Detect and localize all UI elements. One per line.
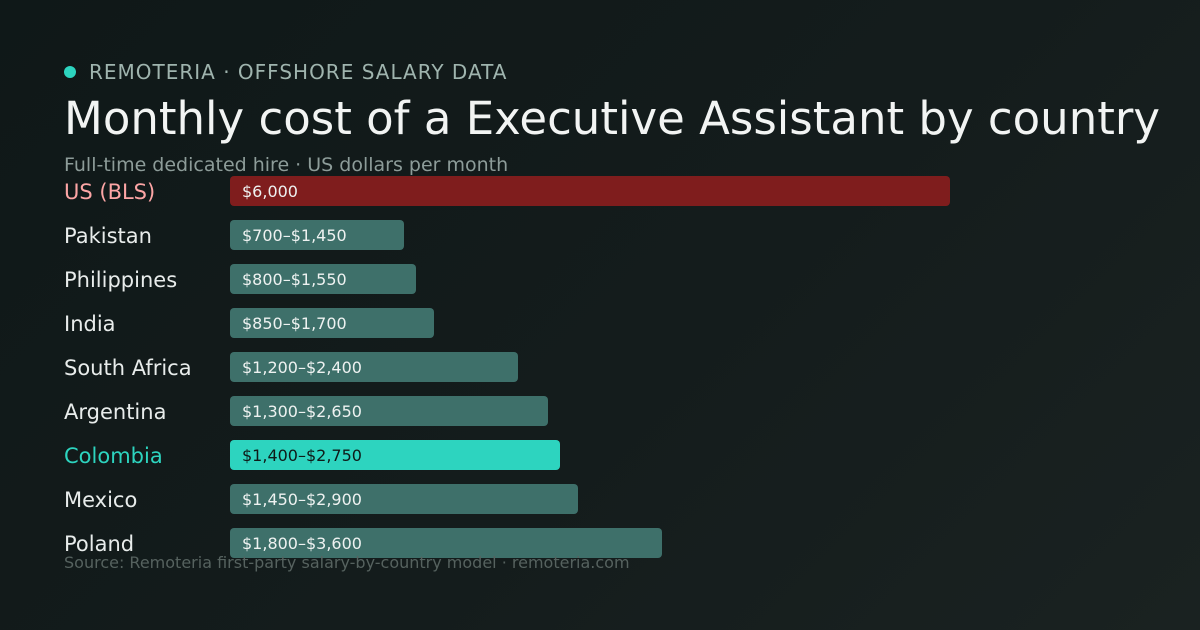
value-label: $1,800–$3,600 [242,534,362,553]
category-label: Mexico [64,488,137,512]
bar [230,440,560,470]
value-label: $1,400–$2,750 [242,446,362,465]
brand-header: REMOTERIA · OFFSHORE SALARY DATA [64,60,507,84]
value-label: $1,200–$2,400 [242,358,362,377]
bar [230,396,548,426]
value-label: $850–$1,700 [242,314,347,333]
chart-subtitle: Full-time dedicated hire · US dollars pe… [64,154,509,176]
value-label: $800–$1,550 [242,270,347,289]
brand-dot-icon [64,66,76,78]
bar [230,352,518,382]
category-label: Philippines [64,268,177,292]
category-label: Colombia [64,444,163,468]
value-label: $1,300–$2,650 [242,402,362,421]
value-label: $700–$1,450 [242,226,347,245]
brand-label: REMOTERIA · OFFSHORE SALARY DATA [89,60,508,84]
bar [230,264,416,294]
category-label: Argentina [64,400,166,424]
category-label: Pakistan [64,224,152,248]
source-note: Source: Remoteria first-party salary-by-… [64,553,630,572]
value-label: $1,450–$2,900 [242,490,362,509]
category-label: South Africa [64,356,192,380]
bar [230,176,950,206]
category-label: US (BLS) [64,180,155,204]
bar [230,308,434,338]
bar [230,220,404,250]
category-label: India [64,312,116,336]
value-label: $6,000 [242,182,298,201]
category-label: Poland [64,532,134,556]
bar [230,528,662,558]
chart-title: Monthly cost of a Executive Assistant by… [64,92,1160,145]
bar [230,484,578,514]
